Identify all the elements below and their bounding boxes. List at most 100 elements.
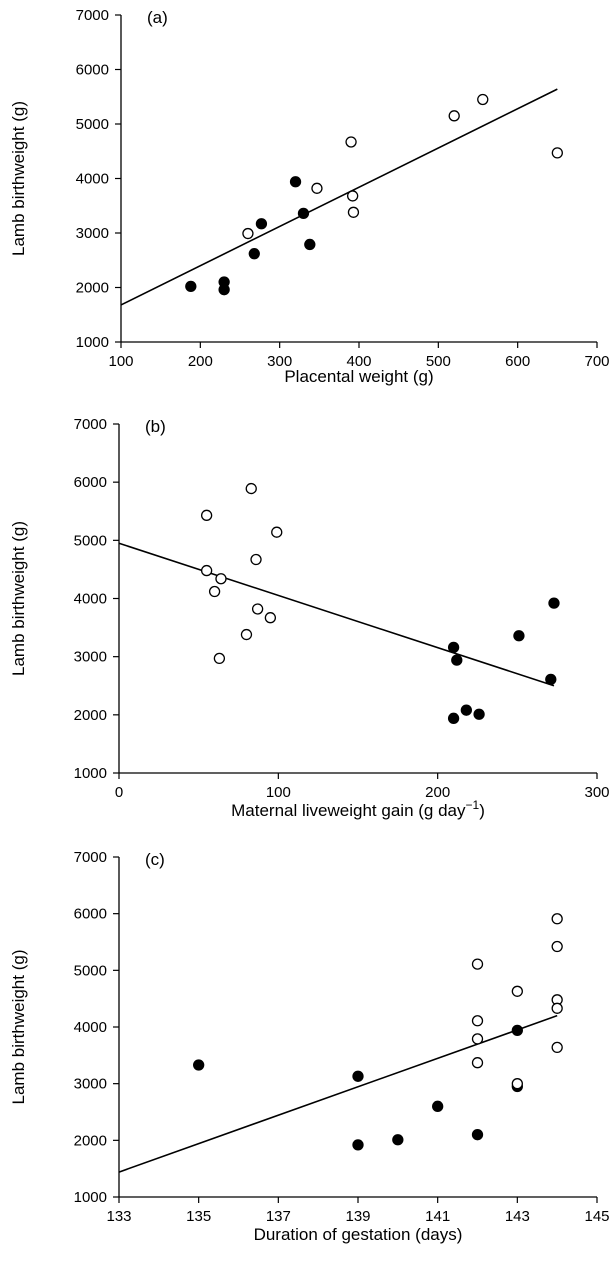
data-point-filled — [511, 1024, 523, 1037]
y-tick-label: 1000 — [74, 765, 107, 782]
x-axis-title-tail: ) — [479, 801, 485, 820]
data-point-filled — [471, 1129, 484, 1141]
chart-panel-1: 1000 2000 3000 4000 5000 6000 7000 0 100 200 300 (b… — [9, 416, 610, 820]
data-point-open — [551, 147, 563, 159]
x-tick-label: 133 — [106, 1208, 131, 1225]
data-point-filled — [248, 248, 260, 260]
x-tick-label: 135 — [186, 1208, 211, 1225]
data-point-filled — [255, 218, 268, 230]
x-tick-label: 200 — [425, 784, 450, 801]
data-point-open — [471, 1033, 484, 1045]
y-tick-label: 3000 — [74, 649, 107, 666]
data-point-open — [200, 564, 213, 577]
data-point-open — [271, 526, 283, 538]
data-point-open — [251, 603, 264, 615]
data-point-open — [264, 612, 277, 624]
data-point-open — [551, 913, 563, 925]
data-point-filled — [473, 708, 485, 720]
data-point-filled — [392, 1134, 404, 1146]
data-point-filled — [297, 207, 310, 220]
data-point-open — [347, 206, 360, 218]
data-point-open — [240, 628, 253, 641]
data-point-filled — [352, 1139, 364, 1151]
y-tick-label: 6000 — [74, 474, 107, 491]
x-tick-label: 300 — [267, 353, 292, 370]
data-point-filled — [447, 641, 460, 654]
x-tick-label: 0 — [115, 784, 123, 801]
data-point-open — [200, 509, 213, 521]
x-tick-label: 137 — [266, 1208, 291, 1225]
y-tick-label: 4000 — [74, 591, 107, 608]
y-tick-label: 5000 — [74, 532, 107, 549]
y-tick-label: 2000 — [74, 1132, 107, 1149]
y-axis-title: Lamb birthweight (g) — [9, 950, 28, 1105]
data-point-open — [477, 93, 489, 106]
data-point-open — [551, 1041, 563, 1054]
data-point-open — [242, 227, 254, 240]
x-tick-label: 100 — [266, 784, 291, 801]
y-tick-label: 4000 — [76, 171, 109, 188]
y-tick-label: 5000 — [74, 962, 107, 979]
x-axis-title: Duration of gestation (days) — [254, 1225, 463, 1244]
x-tick-label: 139 — [345, 1208, 370, 1225]
regression-line — [120, 88, 558, 306]
data-point-filled — [447, 712, 460, 724]
x-tick-label: 500 — [426, 353, 451, 370]
x-tick-label: 300 — [584, 784, 609, 801]
y-tick-label: 2000 — [74, 707, 107, 724]
chart-panel-2: 1000 2000 3000 4000 5000 6000 7000 133 135 137 139… — [9, 849, 610, 1244]
data-point-open — [471, 958, 484, 970]
data-point-open — [250, 553, 262, 566]
data-point-open — [345, 136, 357, 148]
x-tick-label: 100 — [108, 353, 133, 370]
x-axis-title-superscript: −1 — [466, 798, 480, 812]
x-axis-title: Placental weight (g) — [284, 367, 433, 386]
data-point-open — [347, 190, 359, 202]
data-point-filled — [193, 1059, 205, 1071]
chart-panel-0: 1000 2000 3000 4000 5000 6000 7000 100 200 300 400… — [9, 7, 610, 386]
panel-label: (c) — [145, 850, 165, 869]
y-tick-label: 3000 — [76, 225, 109, 242]
data-point-filled — [460, 704, 472, 716]
y-tick-label: 1000 — [76, 334, 109, 351]
panel-label: (b) — [145, 417, 166, 436]
y-axis-title: Lamb birthweight (g) — [9, 521, 28, 676]
x-tick-label: 700 — [584, 353, 609, 370]
x-axis-title-main: Duration of gestation (days) — [254, 1225, 463, 1244]
data-point-filled — [352, 1070, 364, 1082]
data-point-open — [551, 940, 563, 953]
x-axis-title: Maternal liveweight gain (g day−1) — [231, 798, 485, 820]
y-axis-title: Lamb birthweight (g) — [9, 101, 28, 256]
data-point-open — [511, 1078, 523, 1090]
data-point-open — [471, 1057, 484, 1069]
y-tick-label: 4000 — [74, 1019, 107, 1036]
y-tick-label: 2000 — [76, 280, 109, 297]
y-tick-label: 1000 — [74, 1189, 107, 1206]
x-tick-label: 143 — [505, 1208, 530, 1225]
x-axis-title-main: Placental weight (g) — [284, 367, 433, 386]
data-point-filled — [513, 630, 525, 642]
x-tick-label: 145 — [584, 1208, 609, 1225]
x-axis-title-main: Maternal liveweight gain (g day — [231, 801, 466, 820]
y-tick-label: 7000 — [74, 849, 107, 866]
data-point-open — [448, 110, 460, 122]
data-point-open — [511, 985, 523, 997]
data-point-filled — [548, 597, 560, 609]
panel-label: (a) — [147, 8, 168, 27]
data-point-open — [311, 182, 323, 194]
data-point-open — [213, 652, 226, 665]
data-point-filled — [451, 654, 463, 666]
x-tick-label: 600 — [505, 353, 530, 370]
data-point-filled — [432, 1100, 444, 1112]
regression-line — [118, 1014, 558, 1173]
y-tick-label: 6000 — [76, 62, 109, 79]
y-tick-label: 3000 — [74, 1076, 107, 1093]
data-point-open — [551, 1002, 563, 1014]
data-point-open — [215, 573, 227, 585]
x-tick-label: 141 — [425, 1208, 450, 1225]
data-point-filled — [304, 238, 316, 251]
data-point-filled — [545, 673, 557, 686]
data-point-filled — [185, 280, 197, 293]
data-point-open — [471, 1015, 484, 1027]
